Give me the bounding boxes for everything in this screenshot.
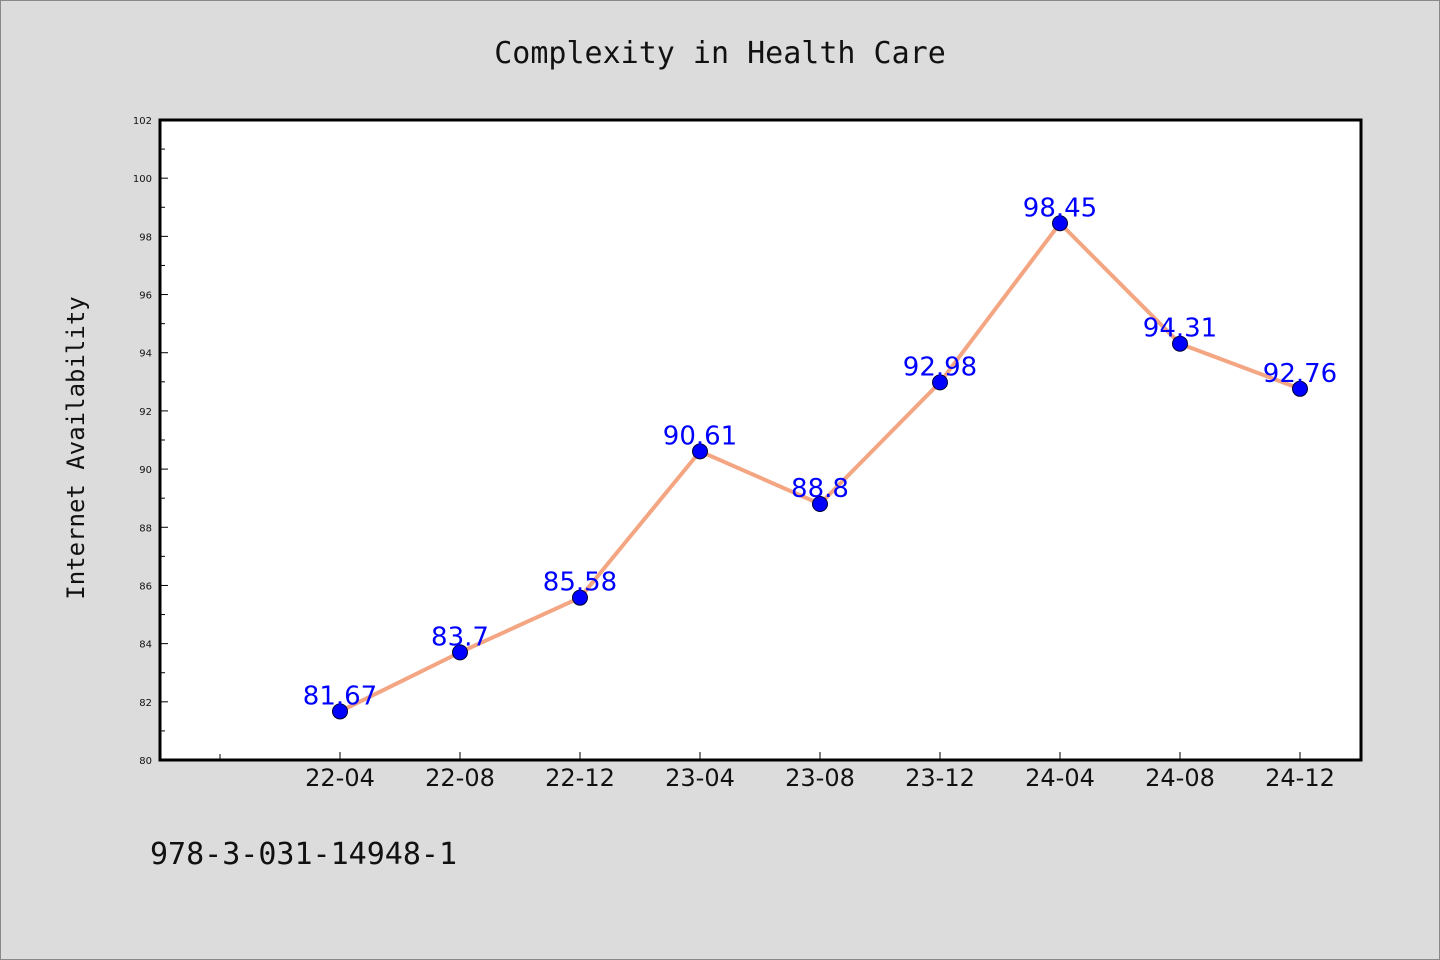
chart-title: Complexity in Health Care [494,36,946,71]
y-tick-label: 98 [139,232,152,243]
data-point [1052,215,1068,232]
y-tick-label: 82 [139,698,152,709]
data-point [452,644,468,661]
data-label: 92.76 [1263,359,1337,389]
y-tick-label: 80 [139,756,152,767]
data-label: 98.45 [1023,193,1097,223]
x-tick-label: 24-12 [1265,764,1335,792]
y-axis-label: Internet Availability [62,296,90,599]
data-label: 88.8 [791,474,849,504]
data-point [572,589,588,606]
y-tick-label: 102 [133,116,152,127]
data-label: 92.98 [903,352,977,382]
x-axis: 22-04 22-08 22-12 23-04 23-08 23-12 24-04 24-08… [219,752,1335,792]
x-tick-label: 24-04 [1025,764,1095,792]
data-point [1172,335,1188,352]
plot-area [158,118,1363,762]
x-tick-label: 23-04 [665,764,735,792]
y-axis: 80 82 84 86 88 90 92 94 96 98 100 102 [133,116,168,767]
isbn-text: 978-3-031-14948-1 [150,837,457,872]
data-label: 85.58 [543,568,617,598]
x-tick-label: 22-04 [305,764,375,792]
data-label: 94.31 [1143,314,1217,344]
y-tick-label: 94 [139,349,152,360]
y-tick-label: 90 [139,465,152,476]
data-label: 83.7 [431,622,489,652]
x-tick-label: 24-08 [1145,764,1215,792]
data-label: 81.67 [303,681,377,711]
x-tick-label: 23-08 [785,764,855,792]
data-label: 90.61 [663,421,737,451]
y-tick-label: 96 [139,291,152,302]
y-tick-label: 88 [139,523,152,534]
data-point [692,443,708,460]
x-tick-label: 22-08 [425,764,495,792]
y-tick-label: 92 [139,407,152,418]
y-tick-label: 84 [139,640,152,651]
data-point [812,496,828,512]
x-tick-label: 23-12 [905,764,975,792]
series-group: 81.67 83.7 85.58 90.61 88.8 92.98 98.45 94.31 92… [303,193,1337,720]
y-tick-label: 86 [139,581,152,592]
x-tick-label: 22-12 [545,764,615,792]
data-point [1292,380,1308,397]
data-point [932,374,948,391]
y-tick-label: 100 [133,174,152,185]
data-point [332,703,348,720]
